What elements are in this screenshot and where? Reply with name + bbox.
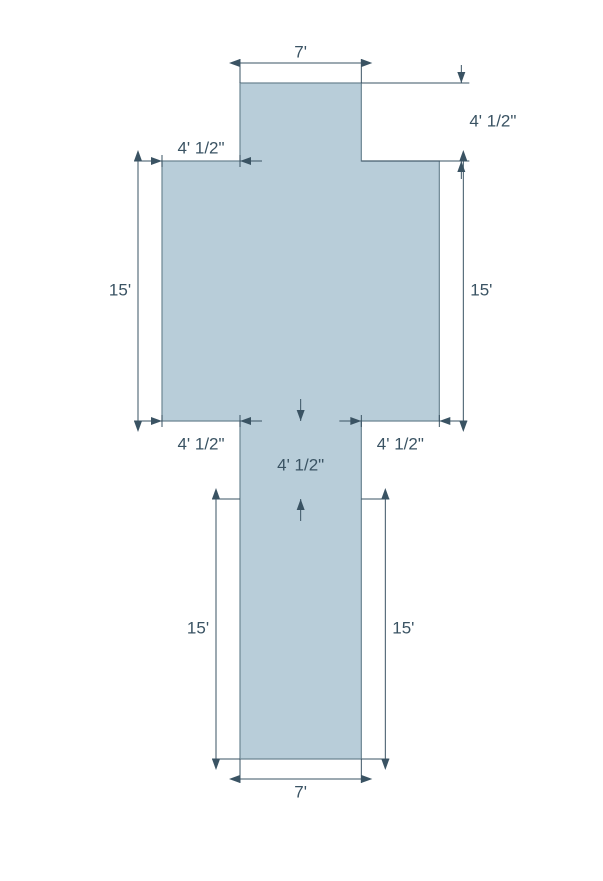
dim-label: 7'	[294, 782, 307, 801]
dim-label: 4' 1/2"	[177, 138, 224, 157]
dim-label: 4' 1/2"	[277, 455, 324, 474]
dim-label: 15'	[470, 280, 492, 299]
dim-label: 7'	[294, 42, 307, 61]
dim-label: 15'	[392, 618, 414, 637]
dim-label: 15'	[187, 618, 209, 637]
dim-label: 4' 1/2"	[177, 434, 224, 453]
dim-label: 4' 1/2"	[469, 111, 516, 130]
dim-label: 4' 1/2"	[377, 434, 424, 453]
dimension-drawing: 7' 4' 1/2" 4' 1/2" 15' 15' 4' 1/2" 4' 1/2" 4' 1…	[0, 0, 603, 881]
dim-label: 15'	[109, 280, 131, 299]
